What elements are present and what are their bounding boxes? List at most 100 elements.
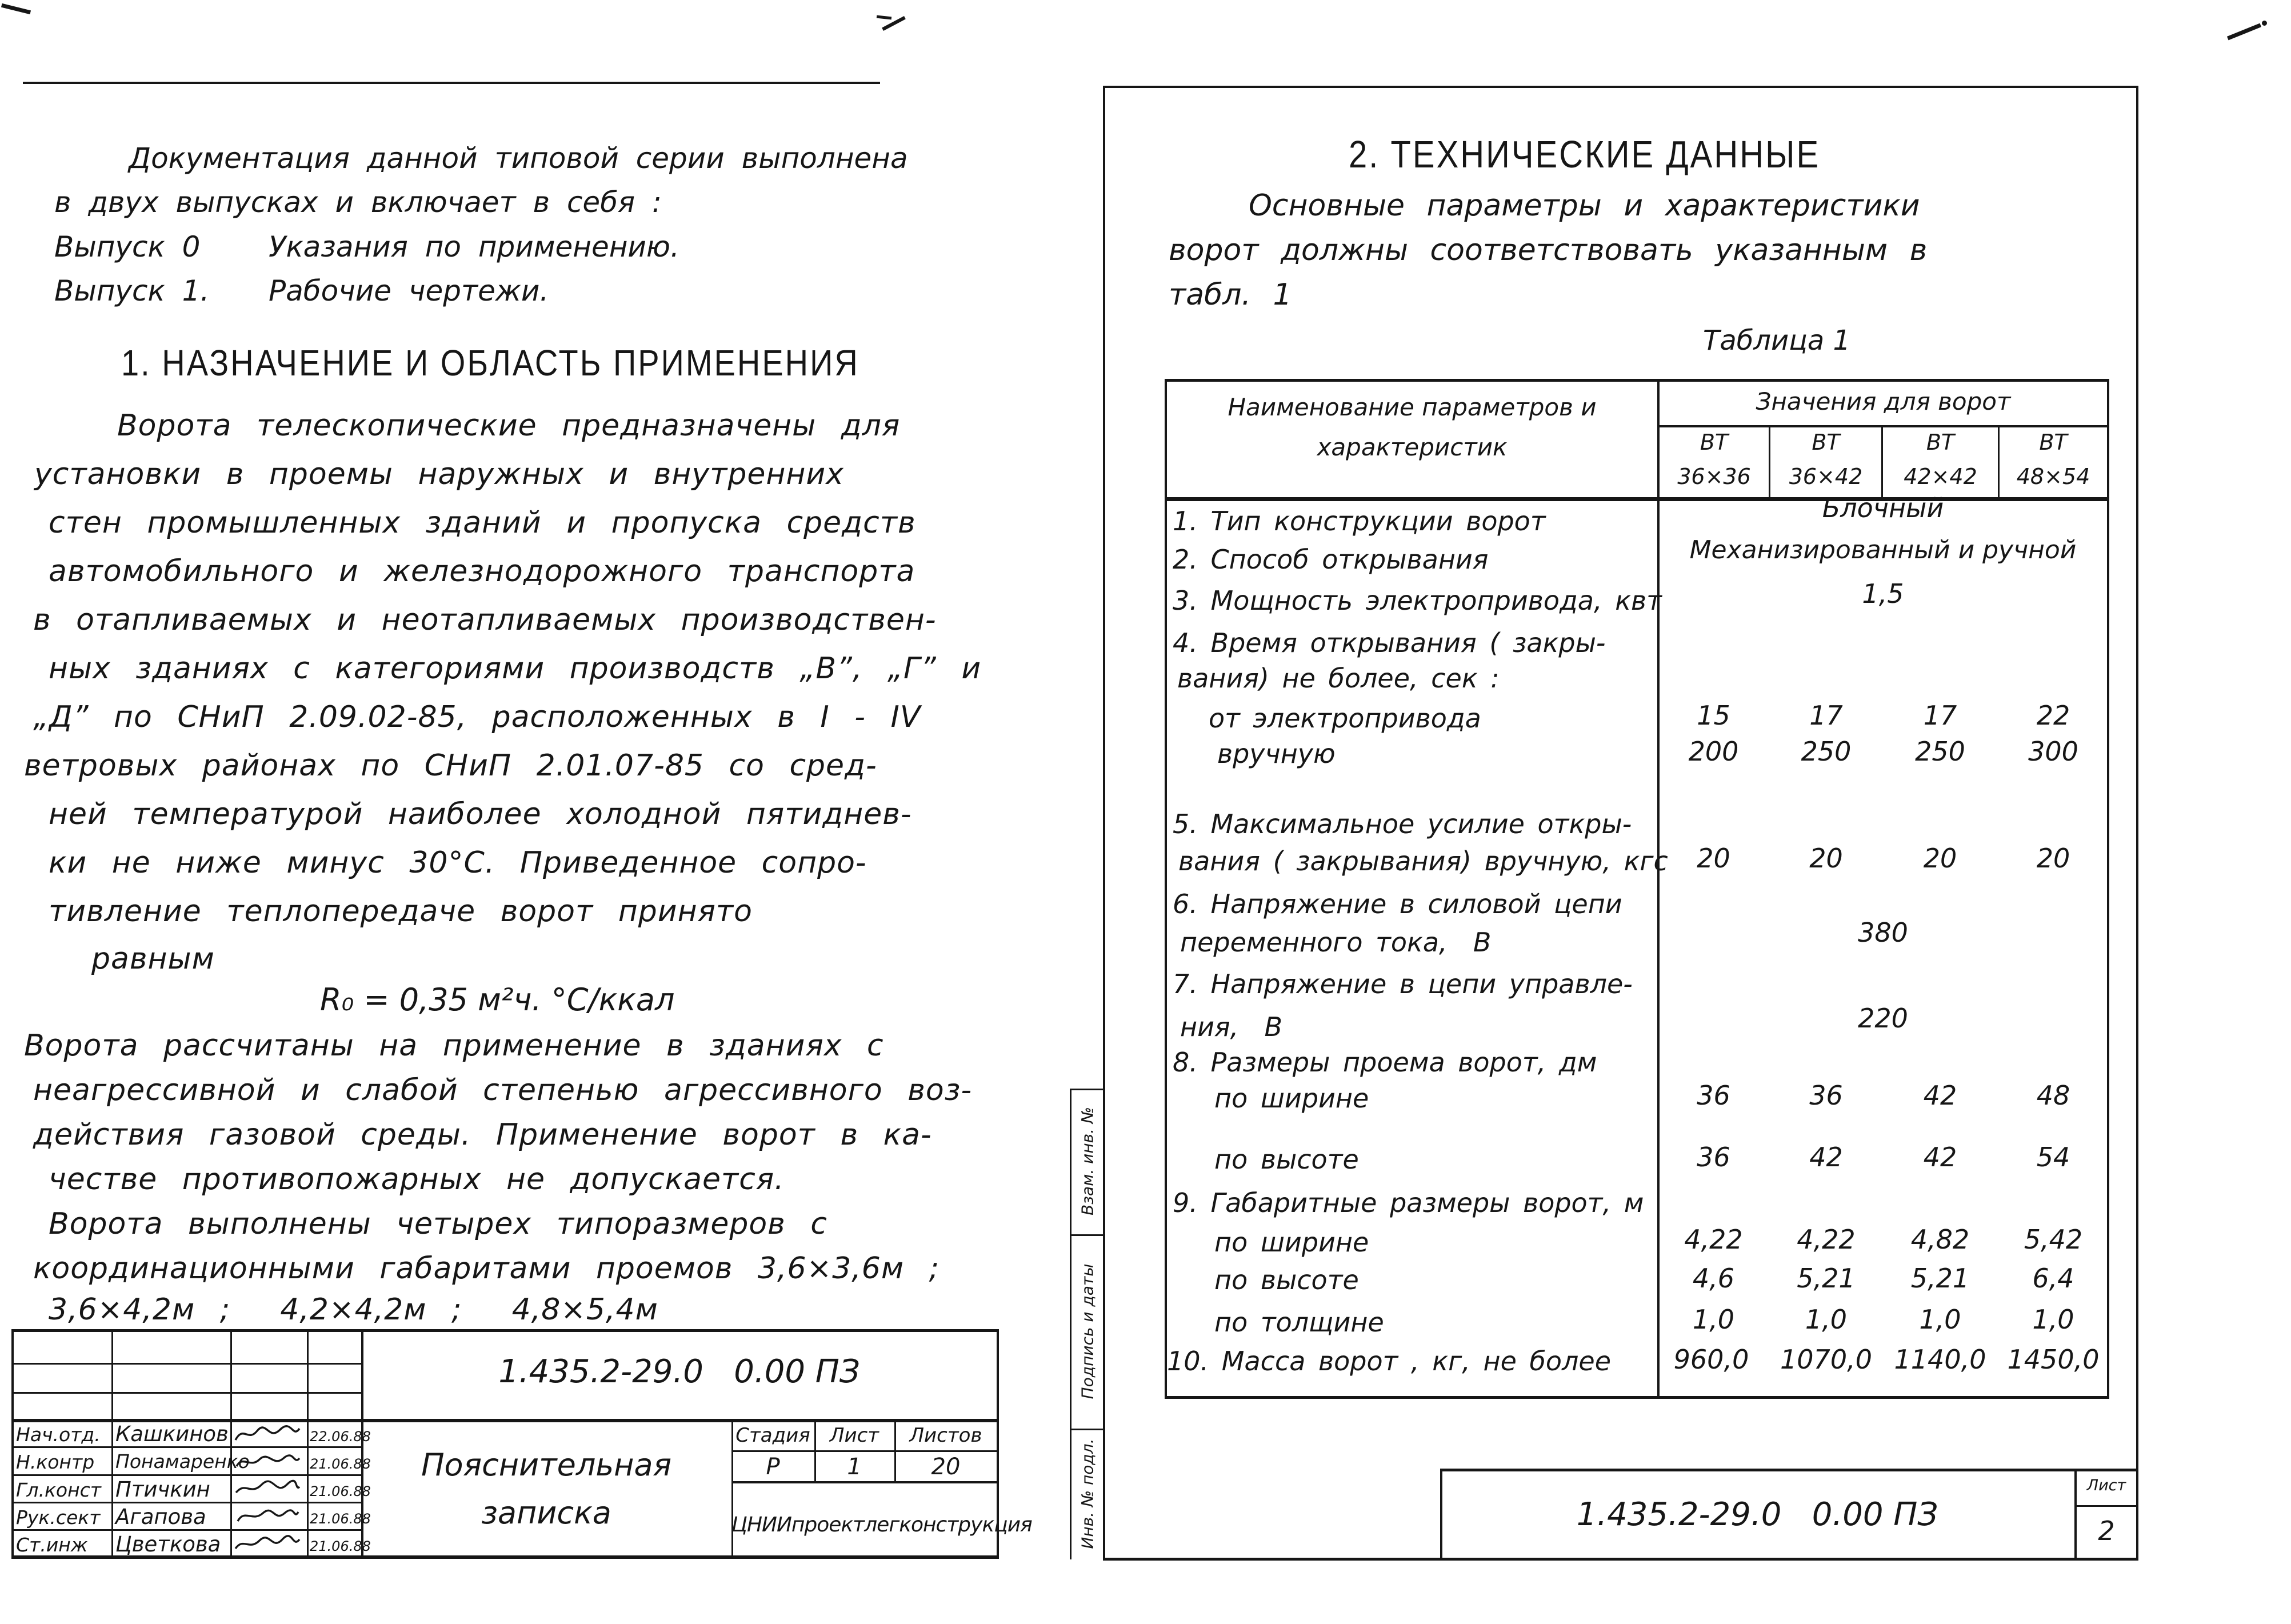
table-span-value: 220	[1858, 1003, 1908, 1034]
sidebar-label: Подпись и даты	[1078, 1263, 1097, 1399]
table-line	[1165, 1396, 2109, 1399]
titleblock-line	[11, 1329, 14, 1559]
table-line	[1657, 379, 1660, 1399]
issue1-label: Выпуск 1.	[54, 274, 210, 307]
sheets-value: 20	[931, 1454, 961, 1480]
table-line	[1657, 425, 2109, 427]
doc-number: 1.435.2-29.0 0.00 ПЗ	[1576, 1496, 1938, 1533]
table-row-name: 4. Время открывания ( закры-	[1173, 627, 1606, 658]
frame-line	[1103, 86, 1105, 1560]
table-row-name: 6. Напряжение в силовой цепи	[1173, 889, 1622, 919]
para2-line: неагрессивной и слабой степенью агрессив…	[33, 1073, 973, 1107]
stage-value: Р	[766, 1454, 780, 1480]
scan-artifact	[1, 3, 31, 15]
table-cell-value: 1450,0	[2007, 1344, 2100, 1375]
table-cell-value: 960,0	[1673, 1344, 1749, 1375]
doc-title: Пояснительная	[421, 1447, 672, 1483]
table-cell-value: 5,21	[1910, 1263, 1970, 1294]
frame-line	[2136, 86, 2138, 1560]
sidebar-line	[1070, 1234, 1105, 1236]
signoff-role: Н.контр	[16, 1451, 95, 1473]
table-row-name: 2. Способ открывания	[1173, 544, 1489, 575]
sidebar-line	[1070, 1089, 1071, 1559]
table-row-name: по толщине	[1214, 1307, 1384, 1338]
table-cell-value: 5,21	[1797, 1263, 1856, 1294]
table-line	[1165, 497, 2109, 501]
table-row-name: 8. Размеры проема ворот, дм	[1173, 1047, 1597, 1078]
table-cell-value: 200	[1688, 736, 1739, 767]
table-row-name: 3. Мощность электропривода, квт	[1173, 585, 1662, 616]
titleblock-line	[230, 1329, 232, 1559]
signoff-date: 21.06.88	[310, 1456, 371, 1472]
table-cell-value: 54	[2036, 1142, 2070, 1173]
doc-title: записка	[481, 1495, 611, 1531]
table-row-name: вручную	[1217, 738, 1336, 769]
titleblock-line	[11, 1474, 362, 1476]
signoff-date: 21.06.88	[310, 1483, 371, 1499]
sheets-label: Листов	[909, 1424, 982, 1447]
table-line	[1165, 379, 2109, 382]
frame-line	[1103, 86, 2138, 88]
para1-line: в отапливаемых и неотапливаемых производ…	[33, 603, 937, 637]
table-cell-value: 42	[1923, 1080, 1957, 1111]
frame-line	[1103, 1558, 2138, 1561]
table-row-name: 7. Напряжение в цепи управле-	[1173, 969, 1633, 999]
table-cell-value: 20	[1809, 843, 1843, 874]
signature-icon	[237, 1509, 299, 1522]
table-span-value: Блочный	[1822, 493, 1944, 523]
sidebar-line	[1070, 1089, 1105, 1090]
signature-icon	[234, 1535, 301, 1550]
signoff-name: Цветкова	[115, 1532, 221, 1557]
table-cell-value: 36	[1809, 1080, 1843, 1111]
table-line	[1769, 425, 1770, 499]
titleblock-line	[11, 1529, 362, 1531]
titleblock-line	[1440, 1469, 2138, 1471]
scan-artifact	[2262, 21, 2267, 26]
table-row-name: вания ( закрывания) вручную, кгс	[1178, 846, 1668, 877]
para2-line: 3,6×4,2м ; 4,2×4,2м ; 4,8×5,4м	[49, 1293, 658, 1327]
signoff-role: Рук.сект	[16, 1506, 101, 1529]
table-cell-value: 4,22	[1684, 1224, 1743, 1255]
table-cell-value: 300	[2028, 736, 2078, 767]
titleblock-line	[361, 1329, 363, 1559]
section2-intro-line: Основные параметры и характеристики	[1249, 189, 1920, 223]
table-row-name: от электропривода	[1209, 703, 1481, 734]
para2-line: действия газовой среды. Применение ворот…	[33, 1118, 932, 1152]
table-cell-value: 42	[1923, 1142, 1957, 1173]
table-cell-value: 1,0	[2032, 1304, 2074, 1335]
column-header: 36×42	[1789, 464, 1863, 489]
para1-line: ней температурой наиболее холодной пятид…	[49, 797, 912, 831]
table-cell-value: 250	[1915, 736, 1965, 767]
intro-line: Документация данной типовой серии выполн…	[129, 142, 908, 175]
para1-line: ветровых районах по СНиП 2.01.07-85 со с…	[24, 749, 877, 783]
titleblock-line	[731, 1450, 998, 1452]
table-span-value: 380	[1858, 917, 1908, 948]
table-row-name: 1. Тип конструкции ворот	[1173, 506, 1546, 537]
thermal-resistance-formula: R₀ = 0,35 м²ч. °С/ккал	[320, 982, 675, 1018]
para2-line: Ворота выполнены четырех типоразмеров с	[49, 1207, 827, 1241]
titleblock-line	[731, 1419, 733, 1559]
issue0-label: Выпуск 0	[54, 230, 201, 263]
column-header: ВТ	[2039, 430, 2068, 455]
sheet-label: Лист	[2086, 1477, 2126, 1494]
para1-line: „Д” по СНиП 2.09.02-85, расположенных в …	[33, 700, 921, 734]
param-column-header: характеристик	[1317, 433, 1508, 461]
section2-heading: 2. ТЕХНИЧЕСКИЕ ДАННЫЕ	[1349, 133, 1821, 176]
table-cell-value: 22	[2036, 700, 2070, 731]
values-header: Значения для ворот	[1756, 387, 2011, 415]
titleblock-line	[11, 1363, 362, 1365]
stage-label: Стадия	[735, 1424, 810, 1447]
issue1-text: Рабочие чертежи.	[269, 274, 549, 307]
para2-line: Ворота рассчитаны на применение в здания…	[24, 1029, 884, 1063]
section2-intro-line: ворот должны соответствовать указанным в	[1169, 233, 1928, 267]
param-column-header: Наименование параметров и	[1228, 393, 1597, 421]
signoff-date: 22.06.88	[310, 1429, 371, 1445]
titleblock-line	[11, 1329, 998, 1332]
table-row-name: по высоте	[1214, 1144, 1359, 1175]
table-row-name: ния, В	[1180, 1011, 1283, 1042]
para1-line: стен промышленных зданий и пропуска сред…	[49, 506, 916, 540]
titleblock-line	[1440, 1469, 1442, 1560]
table-span-value: Механизированный и ручной	[1689, 535, 2077, 565]
table-cell-value: 36	[1697, 1142, 1730, 1173]
